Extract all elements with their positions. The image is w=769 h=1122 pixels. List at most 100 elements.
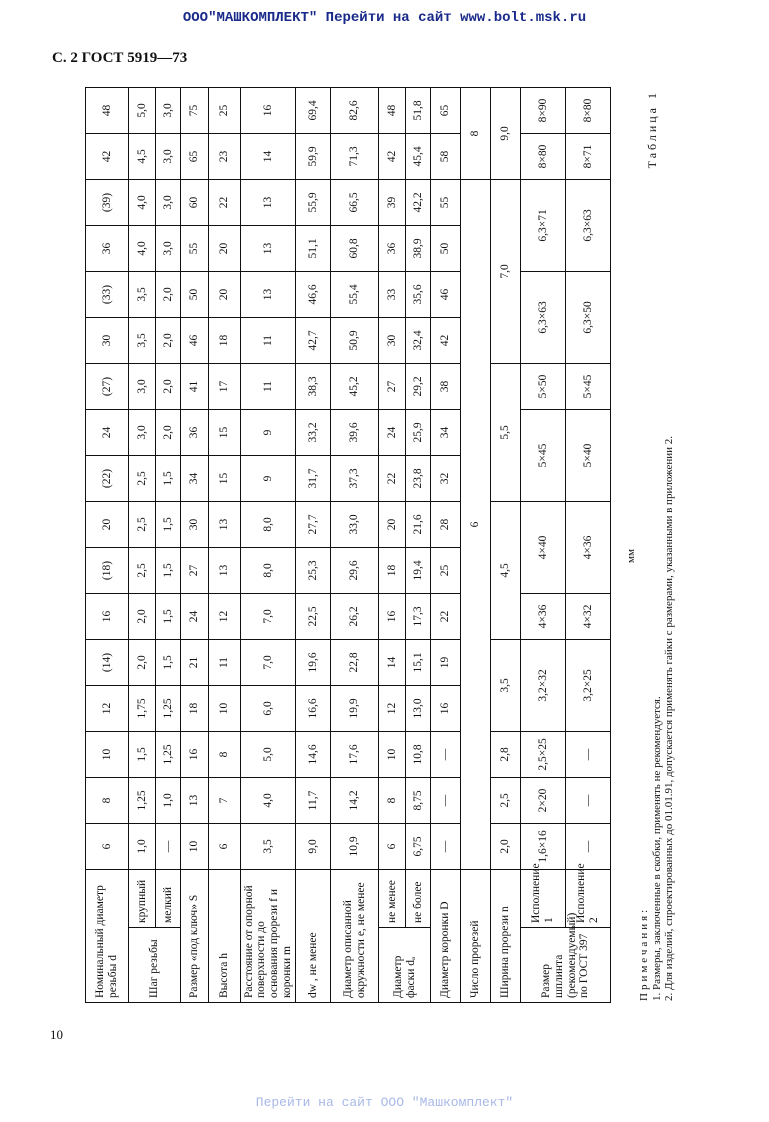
- table-cell: 1,5: [155, 455, 181, 502]
- table-cell: 3,2×25: [565, 639, 611, 732]
- notes: Примечания: 1. Размеры, заключенные в ск…: [638, 436, 676, 1001]
- table-cell: 1,25: [155, 685, 181, 732]
- table-cell: 32: [430, 455, 461, 502]
- table-cell: 82,6: [330, 87, 379, 134]
- table-cell: 41: [180, 363, 209, 410]
- row-sublabel: мелкий: [155, 869, 181, 928]
- table-cell: 3,0: [155, 179, 181, 226]
- table-cell: 27: [180, 547, 209, 594]
- table-row: dw , не менее 9,0 11,7 14,6 16,6 19,6 22,5 25,3…: [295, 87, 331, 1003]
- row-label: Размер «под ключ» S: [180, 869, 209, 1003]
- table-cell: 18: [180, 685, 209, 732]
- table-cell: 42: [430, 317, 461, 364]
- row-label: Ширина прорези n: [490, 869, 521, 1003]
- table-cell: (22): [85, 455, 129, 502]
- table-cell: 30: [378, 317, 406, 364]
- table-row: Высота h 6 7 8 10 11 12 13 13 15 15 17 18 20 20 22 23 25: [208, 87, 241, 1003]
- footer-link[interactable]: Перейти на сайт ООО "Машкомплект": [255, 1095, 514, 1110]
- table-cell: 7,0: [240, 639, 296, 686]
- table-cell: 39: [378, 179, 406, 226]
- table-cell: 13: [240, 271, 296, 318]
- table-cell: 1,25: [155, 731, 181, 778]
- site-banner-link[interactable]: ООО"МАШКОМПЛЕКТ" Перейти на сайт www.bol…: [182, 10, 587, 26]
- table-cell: 17,3: [405, 593, 431, 640]
- table-cell: 33: [378, 271, 406, 318]
- table-cell: 1,25: [128, 777, 156, 824]
- table-cell: —: [565, 731, 611, 778]
- table-cell: 45,2: [330, 363, 379, 410]
- table-row: Число прорезей 6 8: [460, 87, 491, 1003]
- table-cell: 3,5: [490, 639, 521, 732]
- table-cell: 66,5: [330, 179, 379, 226]
- table-cell: —: [155, 823, 181, 870]
- table-cell: 19: [430, 639, 461, 686]
- table-cell: 2,0: [155, 271, 181, 318]
- table-cell: 19,9: [330, 685, 379, 732]
- table-cell: 38: [430, 363, 461, 410]
- table-cell: 2,0: [128, 593, 156, 640]
- table-cell: 8,75: [405, 777, 431, 824]
- table-cell: 3,0: [128, 409, 156, 456]
- dimensions-table: Номинальный диаметр резьбы d 6 8 10 12 (14) 16…: [85, 87, 611, 1003]
- table-row: Шаг резьбы крупный 1,0 1,25 1,5 1,75 2,0 2,0 2,5…: [128, 87, 181, 1003]
- table-cell: 31,7: [295, 455, 331, 502]
- table-cell: 13: [240, 179, 296, 226]
- table-cell: 48: [378, 87, 406, 134]
- units-label: мм: [625, 549, 637, 563]
- table-cell: 46: [180, 317, 209, 364]
- table-cell: 37,3: [330, 455, 379, 502]
- table-cell: 1,6×16: [520, 823, 566, 870]
- row-sublabel: не более: [405, 869, 431, 928]
- table-row: Диаметр коронки D — — —16 19 22 25 28 32 34 38 42 46…: [430, 87, 461, 1003]
- table-cell: 4×40: [520, 501, 566, 594]
- table-cell: 2,5: [128, 547, 156, 594]
- table-cell: (14): [85, 639, 129, 686]
- table-cell: 27,7: [295, 501, 331, 548]
- table-cell: 39,6: [330, 409, 379, 456]
- table-cell: 5,5: [490, 363, 521, 502]
- table-cell: 12: [208, 593, 241, 640]
- table-cell: 7: [208, 777, 241, 824]
- table-cell: 51,1: [295, 225, 331, 272]
- table-row: Диаметр фаски dₐ не менее 6 8 10 12 14 16 18 20 22…: [378, 87, 431, 1003]
- table-cell: 36: [85, 225, 129, 272]
- table-row: Размер шплинта (рекомендуемый) по ГОСТ 3…: [520, 87, 611, 1003]
- table-cell: 13,0: [405, 685, 431, 732]
- table-row: Ширина прорези n 2,0 2,5 2,8 3,5 4,5 5,5 7,0 9,0: [490, 87, 521, 1003]
- table-cell: 42: [85, 133, 129, 180]
- table-cell: 38,3: [295, 363, 331, 410]
- table-cell: 2,0: [155, 409, 181, 456]
- table-cell: 8,0: [240, 547, 296, 594]
- table-cell: 71,3: [330, 133, 379, 180]
- table-cell: 42,2: [405, 179, 431, 226]
- row-label: Число прорезей: [460, 869, 491, 1003]
- table-cell: 75: [180, 87, 209, 134]
- table-cell: 16: [430, 685, 461, 732]
- table-cell: 15: [208, 409, 241, 456]
- table-cell: (33): [85, 271, 129, 318]
- table-cell: 2,5: [128, 501, 156, 548]
- table-cell: 1,5: [155, 639, 181, 686]
- page-number: 10: [50, 1027, 63, 1042]
- table-cell: 22,8: [330, 639, 379, 686]
- table-cell: 36: [180, 409, 209, 456]
- table-cell: 20: [85, 501, 129, 548]
- table-cell: 9: [240, 409, 296, 456]
- table-cell: 4,0: [240, 777, 296, 824]
- table-cell: 27: [378, 363, 406, 410]
- table-cell: 55,4: [330, 271, 379, 318]
- table-cell: 22: [208, 179, 241, 226]
- table-cell: 14,2: [330, 777, 379, 824]
- table-cell: 3,5: [128, 271, 156, 318]
- table-cell: 25,3: [295, 547, 331, 594]
- table-cell: 5×45: [565, 363, 611, 410]
- row-label: Диаметр коронки D: [430, 869, 461, 1003]
- table-cell: 7,0: [240, 593, 296, 640]
- table-cell: 60: [180, 179, 209, 226]
- table-row: Номинальный диаметр резьбы d 6 8 10 12 (14) 16…: [85, 87, 129, 1003]
- row-sublabel: Исполнение 1: [520, 863, 566, 928]
- table-caption: Таблица 1: [645, 90, 659, 169]
- table-cell: 23: [208, 133, 241, 180]
- table-cell: 24: [180, 593, 209, 640]
- table-cell: 6,75: [405, 823, 431, 870]
